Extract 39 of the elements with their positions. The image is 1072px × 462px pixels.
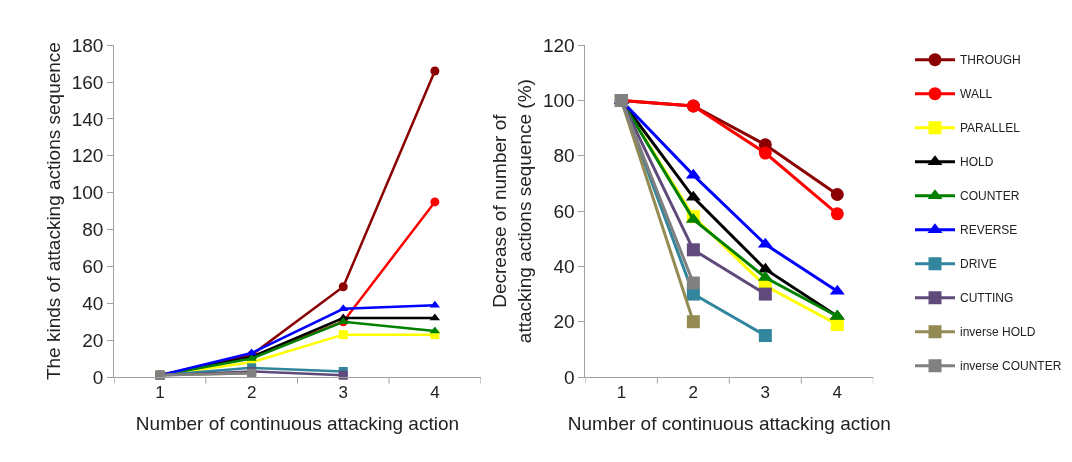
y-tick-label: 40 [553, 256, 575, 278]
x-tick-label: 2 [246, 383, 257, 403]
y-tick-label: 100 [542, 90, 575, 112]
y-tick-label: 60 [553, 200, 575, 222]
y-tick-label: 160 [71, 71, 104, 93]
y-tick-label: 80 [82, 219, 104, 241]
y-tick-label: 140 [71, 108, 104, 130]
legend-label: inverse HOLD [960, 325, 1036, 340]
y-tick-label: 20 [82, 329, 104, 351]
x-tick-label: 4 [430, 383, 440, 403]
x-tick-label: 1 [155, 383, 165, 403]
x-tick-label: 3 [338, 383, 348, 403]
x-axis-title: Number of continuous attacking action [567, 413, 891, 435]
legend-label: COUNTER [960, 189, 1020, 204]
x-tick-label: 1 [616, 383, 627, 403]
y-tick-label: 120 [542, 34, 575, 56]
y-tick-label: 0 [92, 366, 104, 388]
legend-label: CUTTING [960, 291, 1014, 306]
y-tick-label: 80 [553, 145, 575, 167]
legend-label: DRIVE [960, 257, 997, 272]
x-tick-label: 3 [760, 383, 771, 403]
y-tick-label: 180 [71, 34, 104, 56]
x-tick-label: 2 [688, 383, 699, 403]
y-tick-label: 120 [71, 145, 104, 167]
legend-label: THROUGH [960, 53, 1021, 68]
y-tick-label: 0 [564, 366, 575, 388]
y-tick-label: 60 [82, 256, 104, 278]
legend-label: inverse COUNTER [960, 359, 1062, 374]
legend-label: WALL [960, 87, 993, 102]
y-tick-label: 100 [71, 182, 104, 204]
legend-label: HOLD [960, 155, 994, 170]
x-axis-title: Number of continuous attacking action [135, 413, 460, 435]
y-axis-title: Decrease of number of attacking actions sequence (%) [489, 79, 535, 344]
y-tick-label: 40 [82, 292, 104, 314]
y-tick-label: 20 [553, 311, 575, 333]
y-axis-title: The kinds of attacking actions sequence [42, 42, 64, 381]
legend-label: PARALLEL [960, 121, 1021, 136]
legend-label: REVERSE [960, 223, 1018, 238]
x-tick-label: 4 [832, 383, 843, 403]
